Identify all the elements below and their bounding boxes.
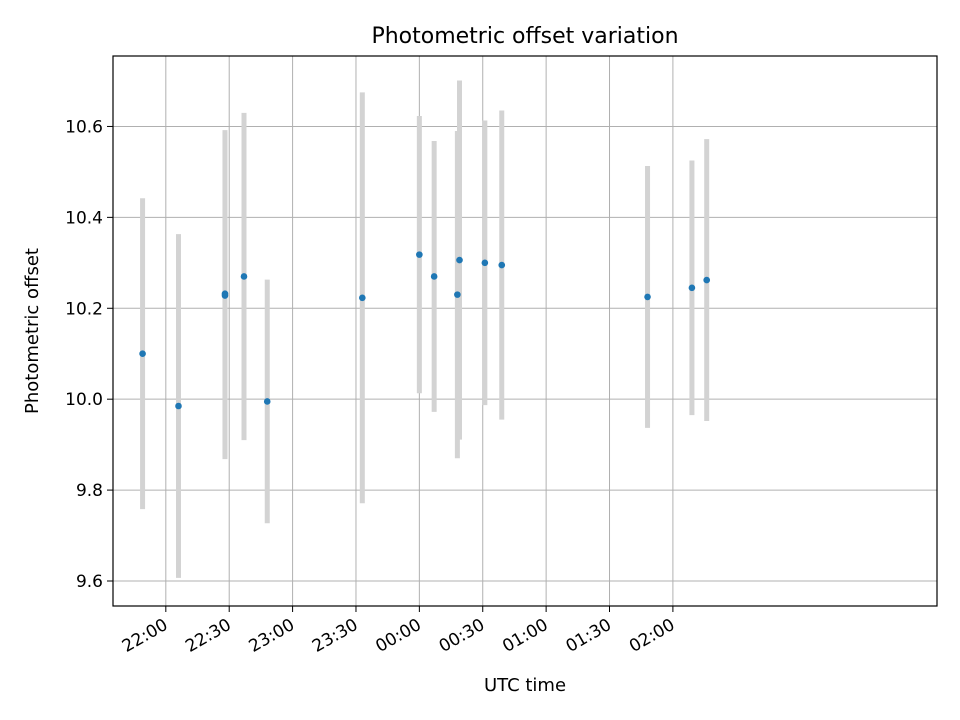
- y-tick-label: 10.0: [65, 390, 103, 410]
- y-tick-label: 10.4: [65, 208, 103, 228]
- x-tick-label: 22:00: [119, 615, 171, 657]
- y-tick-label: 9.6: [76, 572, 103, 592]
- data-point: [430, 273, 438, 280]
- data-point: [175, 402, 182, 410]
- data-point: [498, 261, 506, 269]
- y-tick-label: 10.2: [65, 299, 103, 319]
- y-tick-label: 10.6: [65, 117, 103, 137]
- x-tick-label: 23:00: [246, 615, 298, 657]
- x-tick-label: 22:30: [182, 615, 234, 657]
- x-axis-label: UTC time: [484, 675, 566, 696]
- data-point: [481, 259, 489, 267]
- chart-title: Photometric offset variation: [371, 24, 678, 49]
- point-layer: [139, 251, 711, 410]
- data-point: [703, 276, 711, 284]
- tick-layer: 22:00 22:30 23:00 23:30 00:00 00:30 01:00 01:30…: [65, 117, 678, 656]
- data-point: [644, 293, 651, 301]
- data-point: [240, 273, 248, 280]
- data-point: [688, 284, 696, 292]
- x-tick-label: 23:30: [309, 615, 361, 657]
- data-point: [456, 256, 463, 264]
- data-point: [263, 398, 271, 405]
- y-tick-label: 9.8: [76, 481, 103, 501]
- x-tick-label: 00:00: [372, 615, 424, 657]
- plot-frame: [112, 55, 938, 607]
- x-tick-label: 01:00: [499, 615, 551, 657]
- x-tick-label: 00:30: [436, 615, 488, 657]
- grid-layer: [113, 56, 937, 606]
- errorbar-layer: [140, 80, 710, 578]
- x-tick-label: 01:30: [563, 615, 615, 657]
- data-point: [139, 350, 146, 358]
- data-point: [416, 251, 423, 258]
- data-point: [221, 292, 229, 299]
- data-point: [359, 294, 366, 302]
- data-point: [454, 291, 461, 298]
- x-tick-label: 02:00: [626, 615, 678, 657]
- y-axis-label: Photometric offset: [22, 248, 43, 414]
